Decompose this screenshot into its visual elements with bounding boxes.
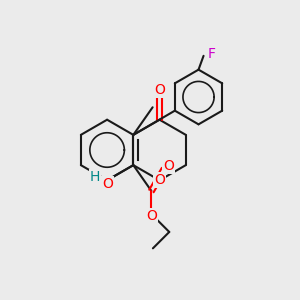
- Text: H: H: [90, 170, 100, 184]
- Text: O: O: [163, 159, 174, 173]
- Text: F: F: [207, 47, 215, 61]
- Text: O: O: [154, 173, 165, 187]
- Text: O: O: [146, 209, 157, 223]
- Text: O: O: [102, 177, 113, 191]
- Text: O: O: [154, 83, 165, 97]
